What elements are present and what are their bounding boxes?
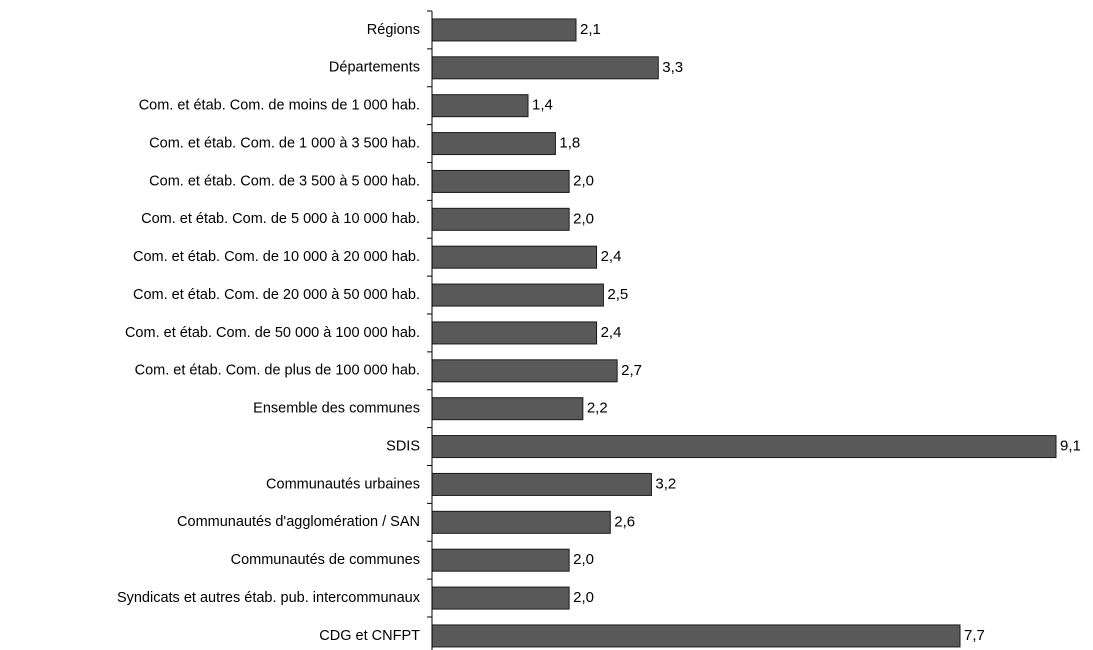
bar bbox=[431, 56, 659, 80]
category-label: Com. et étab. Com. de 5 000 à 10 000 hab… bbox=[141, 211, 420, 227]
bar bbox=[431, 548, 570, 572]
category-label: Com. et étab. Com. de 20 000 à 50 000 ha… bbox=[133, 287, 420, 303]
value-label: 2,5 bbox=[607, 286, 628, 303]
value-label: 2,2 bbox=[587, 400, 608, 417]
bar bbox=[431, 283, 604, 307]
value-label: 7,7 bbox=[964, 627, 985, 644]
value-label: 2,4 bbox=[601, 248, 622, 265]
value-label: 2,4 bbox=[601, 324, 622, 341]
bar bbox=[431, 18, 577, 42]
category-label: Com. et étab. Com. de plus de 100 000 ha… bbox=[135, 363, 420, 379]
category-label: Régions bbox=[367, 22, 420, 38]
bar bbox=[431, 245, 598, 269]
bar bbox=[431, 624, 961, 648]
value-label: 1,8 bbox=[559, 135, 580, 152]
category-label: Communautés d'agglomération / SAN bbox=[177, 514, 420, 530]
category-label: Départements bbox=[329, 60, 420, 76]
value-label: 2,6 bbox=[614, 513, 635, 530]
category-label: Syndicats et autres étab. pub. intercomm… bbox=[117, 590, 421, 606]
value-label: 3,2 bbox=[655, 475, 676, 492]
value-label: 2,0 bbox=[573, 172, 594, 189]
category-label: SDIS bbox=[386, 438, 420, 454]
value-label: 2,7 bbox=[621, 362, 642, 379]
category-label: Ensemble des communes bbox=[253, 401, 420, 417]
value-label: 9,1 bbox=[1060, 438, 1081, 455]
category-label: Com. et étab. Com. de moins de 1 000 hab… bbox=[139, 98, 420, 114]
bar bbox=[431, 435, 1057, 459]
bar bbox=[431, 132, 556, 156]
value-label: 1,4 bbox=[532, 97, 553, 114]
value-label: 2,0 bbox=[573, 210, 594, 227]
category-label: Communautés de communes bbox=[231, 552, 420, 568]
value-label: 2,1 bbox=[580, 21, 601, 38]
category-label: Com. et étab. Com. de 50 000 à 100 000 h… bbox=[125, 325, 420, 341]
bar bbox=[431, 586, 570, 610]
bar bbox=[431, 321, 598, 345]
category-label: CDG et CNFPT bbox=[319, 628, 420, 644]
bar bbox=[431, 472, 652, 496]
value-label: 2,0 bbox=[573, 551, 594, 568]
bar bbox=[431, 207, 570, 231]
value-label: 3,3 bbox=[662, 59, 683, 76]
bar bbox=[431, 510, 611, 534]
bar bbox=[431, 397, 584, 421]
bar bbox=[431, 169, 570, 193]
value-label: 2,0 bbox=[573, 589, 594, 606]
bar bbox=[431, 359, 618, 383]
category-label: Communautés urbaines bbox=[266, 476, 420, 492]
bar bbox=[431, 94, 529, 118]
category-label: Com. et étab. Com. de 3 500 à 5 000 hab. bbox=[149, 173, 420, 189]
category-label: Com. et étab. Com. de 10 000 à 20 000 ha… bbox=[133, 249, 420, 265]
category-label: Com. et étab. Com. de 1 000 à 3 500 hab. bbox=[149, 135, 420, 151]
